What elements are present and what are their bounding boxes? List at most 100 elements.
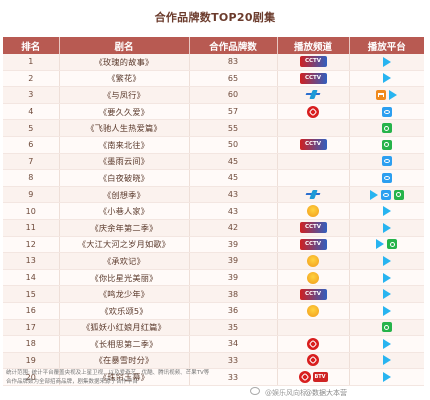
- iqiyi-icon: [381, 322, 392, 333]
- brand-count-cell: 65: [189, 70, 278, 88]
- brand-count-cell: 45: [189, 169, 278, 187]
- tencent-video-icon: [382, 305, 391, 316]
- cctv-logo-icon-text: CCTV: [304, 290, 322, 297]
- drama-name-cell: 《在暴雪时分》: [59, 352, 190, 370]
- brand-count-cell: 45: [189, 153, 278, 171]
- channel-cell: CCTV: [277, 236, 350, 254]
- tencent-video-icon: [389, 89, 398, 100]
- iqiyi-icon: [381, 139, 392, 150]
- platform-cell: [349, 368, 424, 386]
- footnote-2: 合作品牌数为全部招商品牌，剧集数据来源于合作平台: [6, 379, 139, 385]
- channel-cell: BTV: [277, 368, 350, 386]
- platform-cell: [349, 153, 424, 171]
- rank-cell: 2: [3, 70, 60, 88]
- table-row: 17 《狐妖小红娘月红篇》 35: [3, 319, 424, 337]
- rank-cell: 20: [3, 368, 60, 386]
- page-title: 合作品牌数TOP20剧集: [154, 11, 276, 24]
- zhejiang-tv-logo-icon: [307, 254, 319, 267]
- brand-count-cell: 60: [189, 86, 278, 104]
- btv-logo-icon: BTV: [312, 372, 328, 383]
- youku-icon: [381, 172, 392, 183]
- zhejiang-tv-logo-icon: [307, 205, 319, 218]
- dragon-tv-logo-icon: [305, 189, 321, 200]
- youku-icon: [381, 106, 392, 117]
- channel-cell: [277, 119, 350, 137]
- platform-cell: [349, 54, 424, 71]
- platform-cell: [349, 86, 424, 104]
- rank-cell: 12: [3, 236, 60, 254]
- drama-name-cell: 《欢乐颂5》: [59, 302, 190, 320]
- iqiyi-icon: [393, 189, 404, 200]
- cctv-logo-icon-text: CCTV: [304, 58, 322, 65]
- table-row: 9 《创想季》 43: [3, 186, 424, 204]
- rank-cell: 3: [3, 86, 60, 104]
- drama-name-cell: 《狐妖小红娘月红篇》: [59, 319, 190, 337]
- platform-cell: [349, 136, 424, 154]
- table-body: 1 《玫瑰的故事》 83 CCTV 2 《繁花》 65 CCTV 3 《与凤行》 60 4 《要久久爱》…: [3, 54, 424, 386]
- youku-icon: [381, 156, 392, 167]
- drama-name-cell: 《要久久爱》: [59, 103, 190, 121]
- rank-cell: 19: [3, 352, 60, 370]
- cctv-logo-icon: CCTV: [299, 288, 327, 300]
- brand-count-cell: 43: [189, 202, 278, 220]
- drama-name-cell: 《繁花》: [59, 70, 190, 88]
- iqiyi-icon: [387, 239, 398, 250]
- tencent-video-icon: [382, 206, 391, 217]
- youku-icon: [380, 189, 391, 200]
- platform-cell: [349, 319, 424, 337]
- channel-cell: [277, 252, 350, 270]
- header-channel: 播放频道: [277, 37, 350, 54]
- platform-cell: [349, 285, 424, 303]
- drama-name-cell: 《白夜破晓》: [59, 169, 190, 187]
- channel-cell: CCTV: [277, 136, 350, 154]
- tencent-video-icon: [382, 222, 391, 233]
- table-row: 7 《墨雨云间》 45: [3, 153, 424, 171]
- rank-cell: 16: [3, 302, 60, 320]
- table-row: 14 《你比星光美丽》 39: [3, 269, 424, 287]
- drama-name-cell: 《长相思第二季》: [59, 335, 190, 353]
- tencent-video-icon: [382, 272, 391, 283]
- channel-cell: [277, 153, 350, 171]
- platform-cell: [349, 202, 424, 220]
- table-row: 2 《繁花》 65 CCTV: [3, 70, 424, 88]
- brand-count-cell: 42: [189, 219, 278, 237]
- drama-name-cell: 《飞驰人生热爱篇》: [59, 119, 190, 137]
- zhejiang-tv-logo-icon: [307, 304, 319, 317]
- table-row: 6 《南来北往》 50 CCTV: [3, 136, 424, 154]
- tencent-video-icon: [382, 56, 391, 67]
- tencent-video-icon: [382, 289, 391, 300]
- platform-cell: [349, 252, 424, 270]
- header-drama: 剧名: [59, 37, 190, 54]
- dragon-tv-logo-icon: [305, 89, 321, 100]
- rank-cell: 15: [3, 285, 60, 303]
- table-row: 18 《长相思第二季》 34: [3, 335, 424, 353]
- table-row: 15 《鸣龙少年》 38 CCTV: [3, 285, 424, 303]
- rank-cell: 7: [3, 153, 60, 171]
- brand-count-cell: 34: [189, 335, 278, 353]
- channel-cell: [277, 269, 350, 287]
- tencent-video-icon: [369, 189, 378, 200]
- brand-count-cell: 50: [189, 136, 278, 154]
- platform-cell: [349, 269, 424, 287]
- platform-cell: [349, 169, 424, 187]
- footnote-1: 统计范围: 统计平台覆盖央视及上星卫视、以及爱奇艺、优酷、腾讯视频、芒果TV等: [6, 370, 210, 376]
- drama-name-cell: 《南来北往》: [59, 136, 190, 154]
- drama-name-cell: 《你比星光美丽》: [59, 269, 190, 287]
- cctv-logo-icon-text: CCTV: [304, 141, 322, 148]
- table-row: 11 《庆余年第二季》 42 CCTV: [3, 219, 424, 237]
- zhejiang-tv-logo-icon: [307, 271, 319, 284]
- rank-cell: 1: [3, 54, 60, 71]
- platform-cell: [349, 219, 424, 237]
- watermark-left: @娱乐风向标: [265, 389, 307, 397]
- cctv-logo-icon-text: CCTV: [304, 240, 322, 247]
- channel-cell: [277, 202, 350, 220]
- rank-cell: 6: [3, 136, 60, 154]
- platform-cell: [349, 103, 424, 121]
- channel-cell: [277, 86, 350, 104]
- table-row: 1 《玫瑰的故事》 83 CCTV: [3, 54, 424, 71]
- cctv-logo-icon-text: CCTV: [304, 74, 322, 81]
- cctv-logo-icon: CCTV: [299, 139, 327, 151]
- table-row: 13 《承欢记》 39: [3, 252, 424, 270]
- drama-name-cell: 《与凤行》: [59, 86, 190, 104]
